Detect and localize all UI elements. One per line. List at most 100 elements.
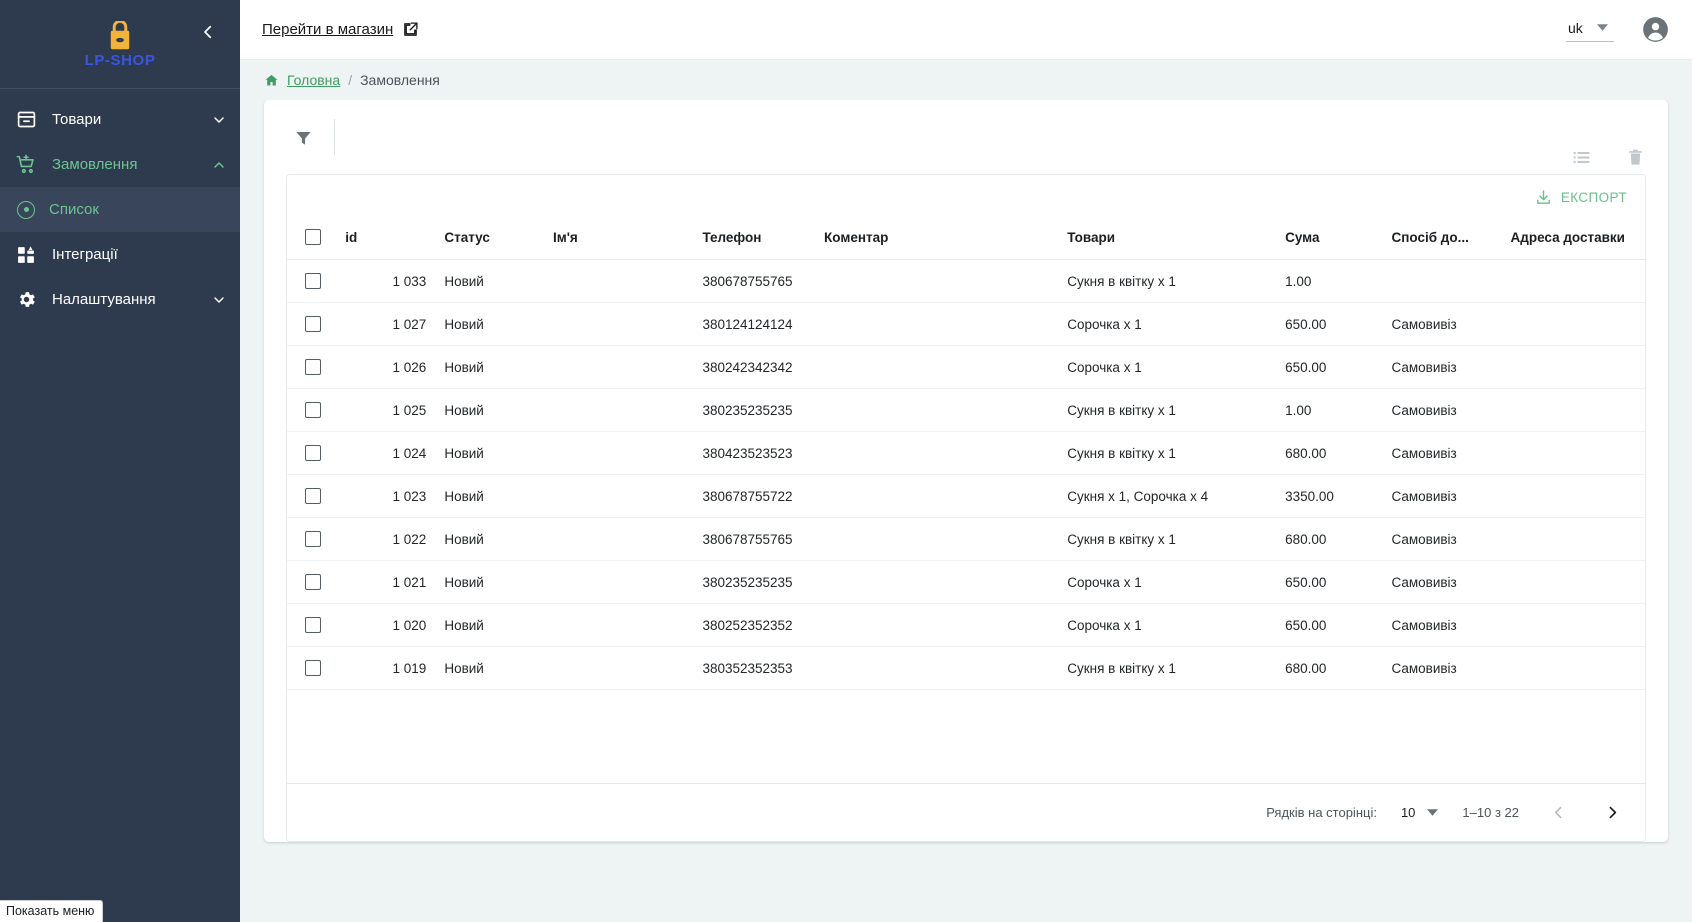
app-logo[interactable]: LP-SHOP [84,20,156,69]
row-select-cell [287,345,346,389]
table-row[interactable]: 1 019 Новий 380352352353 Сукня в квітку х 1… [287,646,1645,690]
language-value: uk [1568,19,1583,36]
table-row[interactable]: 1 022 Новий 380678755765 Сукня в квітку х 1… [287,517,1645,561]
account-button[interactable] [1640,15,1670,45]
table-row[interactable]: 1 026 Новий 380242342342 Сорочка х 1 650.00 С… [287,345,1645,389]
column-header-status[interactable]: Статус [426,219,553,260]
column-header-id[interactable]: id [345,219,427,260]
row-checkbox[interactable] [305,488,321,504]
table-row[interactable]: 1 023 Новий 380678755722 Сукня х 1, Сорочка… [287,474,1645,518]
row-checkbox[interactable] [305,316,321,332]
column-header-select-all [287,219,346,260]
sidebar-item-settings[interactable]: Налаштування [0,277,240,322]
go-to-shop-link[interactable]: Перейти в магазин [262,21,419,38]
row-checkbox[interactable] [305,402,321,418]
cell-goods: Сукня х 1, Сорочка х 4 [1067,474,1286,518]
toolbar-divider [334,119,335,155]
cell-status: Новий [426,302,553,346]
table-row[interactable]: 1 021 Новий 380235235235 Сорочка х 1 650.00 С… [287,560,1645,604]
cell-phone: 380235235235 [702,560,825,604]
orders-table-scroll[interactable]: id Статус Ім'я Телефон Коментар Товари С… [287,219,1645,783]
cell-name [552,560,703,604]
row-checkbox[interactable] [305,273,321,289]
cell-phone: 380352352353 [702,646,825,690]
cell-phone: 380252352352 [702,603,825,647]
column-header-phone[interactable]: Телефон [702,219,825,260]
row-checkbox[interactable] [305,531,321,547]
sidebar-collapse-button[interactable] [194,18,222,46]
sidebar-item-integrations[interactable]: Інтеграції [0,232,240,277]
table-row[interactable]: 1 033 Новий 380678755765 Сукня в квітку х 1… [287,259,1645,303]
export-button[interactable]: ЕКСПОРТ [1535,189,1627,206]
cell-comment [824,345,1068,389]
breadcrumb-home-link[interactable]: Головна [287,72,341,88]
download-icon [1537,189,1550,204]
cell-status: Новий [426,474,553,518]
cell-sum: 3350.00 [1285,474,1392,518]
cell-sum: 650.00 [1285,302,1392,346]
cell-id: 1 024 [345,431,427,475]
topbar-right-group: uk [1566,15,1670,45]
row-checkbox[interactable] [305,574,321,590]
shopping-bag-icon [110,20,130,49]
breadcrumb: Головна / Замовлення [240,60,1692,100]
table-row[interactable]: 1 024 Новий 380423523523 Сукня в квітку х 1… [287,431,1645,475]
cell-phone: 380678755722 [702,474,825,518]
column-header-shipping[interactable]: Спосіб до... [1391,219,1511,260]
cell-name [552,517,703,561]
cell-name [552,259,703,303]
cell-addr [1510,302,1645,346]
cell-id: 1 019 [345,646,427,690]
cell-id: 1 023 [345,474,427,518]
row-checkbox[interactable] [305,445,321,461]
sidebar-nav: Товари Замовлення [0,89,240,322]
orders-table-container: ЕКСПОРТ id Статус [286,174,1646,842]
row-checkbox[interactable] [305,617,321,633]
orders-card: ЕКСПОРТ id Статус [264,100,1668,842]
cell-status: Новий [426,603,553,647]
column-header-goods[interactable]: Товари [1067,219,1286,260]
cell-goods: Сорочка х 1 [1067,560,1286,604]
rows-per-page-select[interactable]: 10 [1401,805,1439,820]
cell-goods: Сукня в квітку х 1 [1067,259,1286,303]
table-row[interactable]: 1 020 Новий 380252352352 Сорочка х 1 650.00 С… [287,603,1645,647]
cell-sum: 1.00 [1285,259,1392,303]
next-page-button[interactable] [1597,798,1627,828]
cell-name [552,646,703,690]
sidebar-item-orders-list[interactable]: Список [0,187,240,232]
cell-ship: Самовивіз [1391,646,1511,690]
filter-button[interactable] [286,120,320,154]
chevron-left-icon [1554,806,1561,819]
cell-sum: 650.00 [1285,345,1392,389]
column-header-sum[interactable]: Сума [1285,219,1392,260]
list-view-button[interactable] [1570,146,1592,168]
select-all-checkbox[interactable] [305,229,321,245]
sidebar-item-orders[interactable]: Замовлення [0,142,240,187]
column-header-address[interactable]: Адреса доставки [1510,219,1645,260]
export-row: ЕКСПОРТ [287,175,1645,219]
gear-icon [14,288,38,312]
cell-status: Новий [426,517,553,561]
list-view-icon [1573,151,1589,163]
delete-button[interactable] [1624,146,1646,168]
table-row[interactable]: 1 027 Новий 380124124124 Сорочка х 1 650.00 С… [287,302,1645,346]
cell-status: Новий [426,259,553,303]
cell-status: Новий [426,646,553,690]
filter-funnel-icon [295,131,311,145]
row-checkbox[interactable] [305,359,321,375]
cell-ship: Самовивіз [1391,603,1511,647]
column-header-comment[interactable]: Коментар [824,219,1068,260]
cell-status: Новий [426,345,553,389]
table-row[interactable]: 1 025 Новий 380235235235 Сукня в квітку х 1… [287,388,1645,432]
row-checkbox[interactable] [305,660,321,676]
sidebar-item-products[interactable]: Товари [0,97,240,142]
sidebar-item-label: Товари [52,111,102,128]
previous-page-button[interactable] [1543,798,1573,828]
column-header-name[interactable]: Ім'я [552,219,703,260]
cell-comment [824,646,1068,690]
chevron-left-icon [204,25,212,39]
rows-per-page-label: Рядків на сторінці: [1266,805,1377,820]
language-select[interactable]: uk [1566,18,1614,42]
content-area: ЕКСПОРТ id Статус [240,100,1692,922]
logo-text: LP-SHOP [84,51,156,69]
